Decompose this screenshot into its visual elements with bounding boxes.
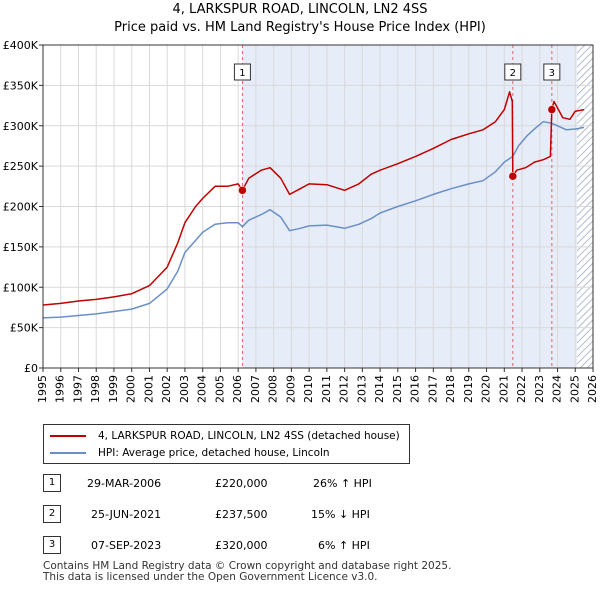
y-tick-label: £200K (3, 201, 39, 214)
marker-label: 2 (510, 68, 516, 79)
y-tick-label: £150K (3, 241, 39, 254)
sale-point (547, 105, 557, 114)
x-tick-label: 2002 (160, 375, 173, 403)
transaction-date: 25-JUN-2021 (91, 508, 162, 521)
sale-point (508, 171, 518, 181)
x-tick-label: 2006 (231, 375, 244, 403)
x-tick-label: 2009 (284, 375, 297, 403)
x-tick-label: 2017 (426, 375, 439, 403)
x-tick-label: 2019 (462, 375, 475, 403)
legend-label-hpi: HPI: Average price, detached house, Linc… (98, 447, 330, 459)
y-tick-label: £400K (3, 39, 39, 52)
x-tick-label: 1996 (54, 375, 67, 403)
x-tick-label: 2007 (249, 375, 262, 403)
chart-legend: 4, LARKSPUR ROAD, LINCOLN, LN2 4SS (deta… (43, 424, 410, 464)
transaction-price: £320,000 (215, 539, 268, 552)
x-tick-label: 2013 (355, 375, 368, 403)
x-tick-label: 1995 (36, 375, 49, 403)
footer-copyright: Contains HM Land Registry data © Crown c… (43, 560, 452, 572)
footer-licence: This data is licensed under the Open Gov… (43, 571, 378, 583)
y-tick-label: £50K (10, 322, 39, 335)
x-tick-label: 2020 (480, 375, 493, 403)
x-tick-label: 2025 (568, 375, 581, 403)
x-tick-label: 2016 (409, 375, 422, 403)
y-tick-label: £350K (3, 79, 39, 92)
x-tick-label: 2022 (515, 375, 528, 403)
legend-label-property: 4, LARKSPUR ROAD, LINCOLN, LN2 4SS (deta… (98, 430, 400, 442)
x-tick-label: 2026 (586, 375, 599, 403)
x-tick-label: 2001 (142, 375, 155, 403)
x-tick-label: 2018 (444, 375, 457, 403)
y-tick-label: £100K (3, 281, 39, 294)
transaction-price: £237,500 (215, 508, 268, 521)
x-tick-label: 2010 (302, 375, 315, 403)
series-line (42, 91, 585, 306)
price-chart: 1 2 3 £0 £50K £100K £150K £200K £250K £300K £350K £… (3, 39, 599, 403)
transaction-date: 29-MAR-2006 (87, 477, 162, 490)
transaction-row: 2 25-JUN-2021 £237,500 15% ↓ HPI (0, 505, 600, 525)
x-tick-label: 2005 (213, 375, 226, 403)
transaction-row: 1 29-MAR-2006 £220,000 26% ↑ HPI (0, 474, 600, 494)
x-tick-label: 2008 (267, 375, 280, 403)
legend-swatch-property (50, 435, 86, 437)
x-tick-label: 2003 (178, 375, 191, 403)
marker-label: 1 (239, 68, 245, 79)
transaction-delta: 6% ↑ HPI (318, 539, 370, 552)
y-tick-label: £250K (3, 160, 39, 173)
transaction-number: 3 (43, 536, 61, 554)
y-tick-label: £0 (24, 362, 38, 375)
x-tick-label: 2023 (533, 375, 546, 403)
x-tick-label: 2021 (497, 375, 510, 403)
transaction-number: 1 (43, 474, 61, 492)
chart-title-line1: 4, LARKSPUR ROAD, LINCOLN, LN2 4SS (172, 2, 428, 17)
x-tick-label: 2011 (320, 375, 333, 403)
x-tick-label: 2014 (373, 375, 386, 403)
x-tick-label: 2015 (391, 375, 404, 403)
marker-label-box (543, 63, 561, 81)
x-tick-label: 2004 (196, 375, 209, 403)
legend-item-hpi: HPI: Average price, detached house, Linc… (50, 446, 330, 460)
transaction-price: £220,000 (215, 477, 268, 490)
transaction-row: 3 07-SEP-2023 £320,000 6% ↑ HPI (0, 536, 600, 556)
y-tick-label: £300K (3, 120, 39, 133)
sale-point (238, 186, 247, 195)
x-tick-label: 2024 (551, 375, 564, 403)
x-tick-label: 1998 (89, 375, 102, 403)
x-tick-label: 1997 (71, 375, 84, 403)
transaction-delta: 26% ↑ HPI (313, 477, 372, 490)
transaction-date: 07-SEP-2023 (91, 539, 162, 552)
x-tick-label: 2000 (125, 375, 138, 403)
x-tick-label: 2012 (338, 375, 351, 403)
marker-label-box (504, 63, 522, 81)
marker-label-box (233, 63, 251, 81)
x-tick-label: 1999 (107, 375, 120, 403)
series-line (42, 120, 585, 319)
chart-title-line2: Price paid vs. HM Land Registry's House … (114, 20, 486, 35)
transaction-number: 2 (43, 505, 61, 523)
transaction-delta: 15% ↓ HPI (311, 508, 370, 521)
legend-swatch-hpi (50, 452, 86, 454)
legend-item-property: 4, LARKSPUR ROAD, LINCOLN, LN2 4SS (deta… (50, 429, 400, 443)
marker-label: 3 (549, 68, 555, 79)
